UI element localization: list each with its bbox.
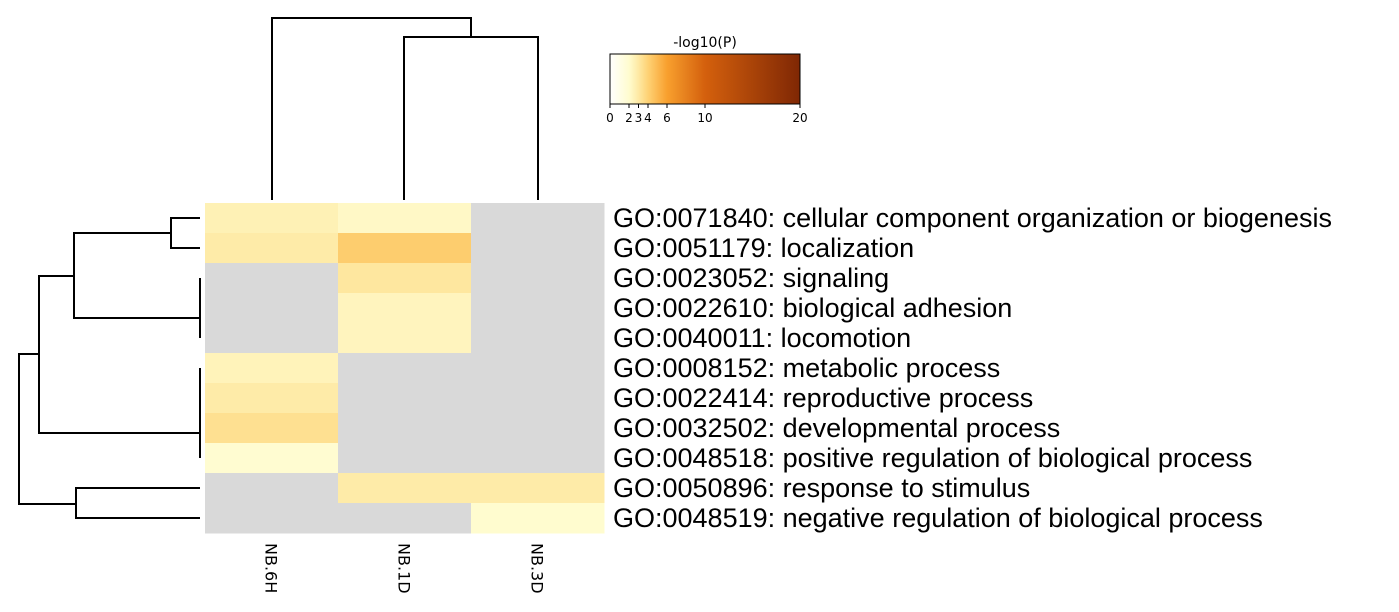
heatmap-cell — [471, 413, 605, 444]
column-labels: NB.6H NB.1D NB.3D — [262, 543, 547, 594]
row-label: GO:0023052: signaling — [613, 263, 889, 293]
colorbar-tick-label: 4 — [644, 111, 652, 125]
heatmap-cell — [471, 443, 605, 474]
row-label: GO:0032502: developmental process — [613, 413, 1060, 443]
heatmap-cells — [205, 203, 605, 534]
heatmap-cell — [205, 503, 339, 534]
heatmap-cell — [205, 263, 339, 294]
heatmap-cell — [338, 413, 472, 444]
colorbar-gradient — [609, 53, 801, 105]
heatmap-cell — [338, 353, 472, 384]
heatmap-cell — [205, 353, 339, 384]
colorbar-ticks: 0 2 3 4 6 10 20 — [606, 104, 808, 125]
heatmap-cell — [471, 473, 605, 504]
heatmap-cell — [338, 203, 472, 234]
row-label: GO:0048519: negative regulation of biolo… — [613, 503, 1263, 533]
column-label: NB.3D — [528, 543, 547, 594]
column-label: NB.1D — [395, 543, 414, 594]
colorbar-title: -log10(P) — [673, 35, 737, 51]
heatmap-cell — [338, 263, 472, 294]
row-label: GO:0050896: response to stimulus — [613, 473, 1030, 503]
heatmap-cell — [471, 233, 605, 264]
heatmap-cell — [205, 383, 339, 414]
row-label: GO:0040011: locomotion — [613, 323, 911, 353]
heatmap-cell — [205, 443, 339, 474]
heatmap-cell — [471, 383, 605, 414]
heatmap-cell — [205, 323, 339, 354]
colorbar-tick-label: 20 — [792, 111, 807, 125]
heatmap-cell — [471, 353, 605, 384]
colorbar-tick-label: 3 — [635, 111, 643, 125]
heatmap-cell — [338, 293, 472, 324]
heatmap-cell — [205, 293, 339, 324]
heatmap-cell — [205, 203, 339, 234]
heatmap-cell — [338, 473, 472, 504]
heatmap-cell — [338, 323, 472, 354]
colorbar: -log10(P) 0 2 3 4 6 10 20 — [606, 35, 807, 125]
row-labels: GO:0071840: cellular component organizat… — [613, 203, 1332, 533]
row-label: GO:0048518: positive regulation of biolo… — [613, 443, 1252, 473]
row-dendrogram — [18, 217, 201, 519]
heatmap-cell — [205, 233, 339, 264]
column-dendrogram — [271, 17, 539, 200]
column-label: NB.6H — [262, 543, 281, 593]
colorbar-tick-label: 2 — [625, 111, 633, 125]
heatmap-cell — [471, 203, 605, 234]
heatmap-cell — [338, 443, 472, 474]
heatmap-cell — [205, 413, 339, 444]
heatmap-cell — [471, 323, 605, 354]
heatmap-cell — [338, 233, 472, 264]
heatmap-cell — [471, 293, 605, 324]
colorbar-tick-label: 10 — [697, 111, 712, 125]
row-label: GO:0071840: cellular component organizat… — [613, 203, 1332, 233]
row-label: GO:0051179: localization — [613, 233, 914, 263]
heatmap-cell — [205, 473, 339, 504]
colorbar-tick-label: 0 — [606, 111, 614, 125]
heatmap-cell — [338, 503, 472, 534]
heatmap-cell — [338, 383, 472, 414]
heatmap-cell — [471, 263, 605, 294]
row-label: GO:0008152: metabolic process — [613, 353, 1000, 383]
colorbar-tick-label: 6 — [663, 111, 671, 125]
heatmap-cell — [471, 503, 605, 534]
row-label: GO:0022414: reproductive process — [613, 383, 1033, 413]
row-label: GO:0022610: biological adhesion — [613, 293, 1012, 323]
